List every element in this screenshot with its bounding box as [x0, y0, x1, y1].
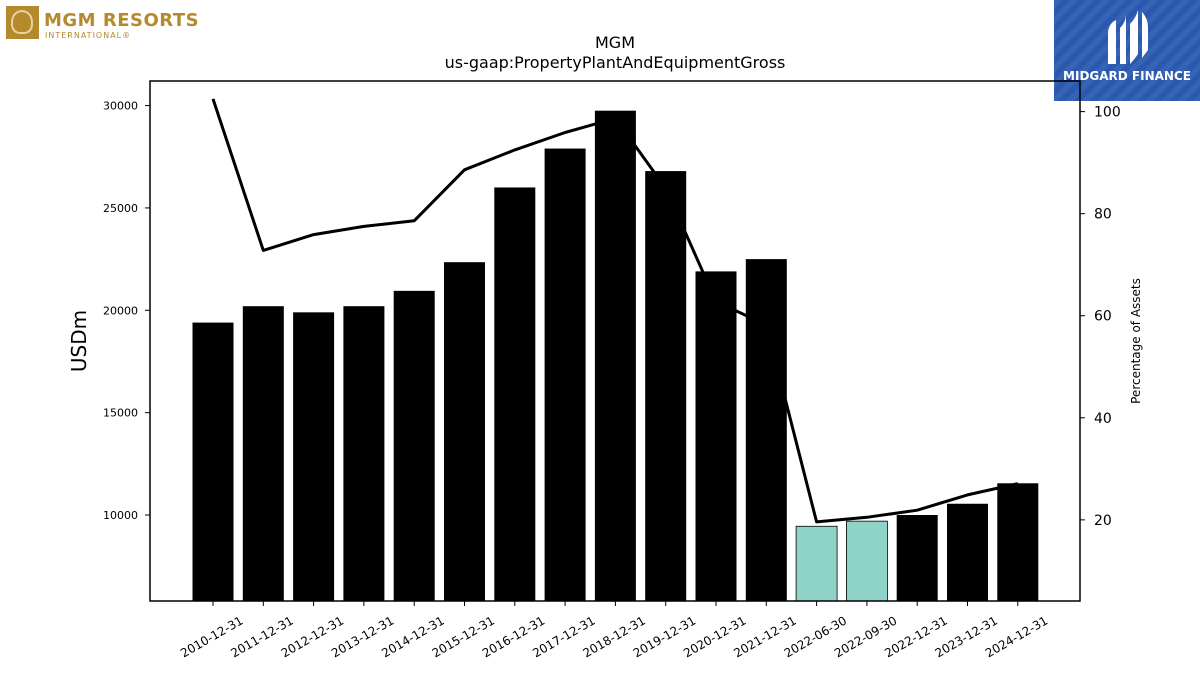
- bar-2013-12-31: [343, 306, 385, 601]
- bar-2014-12-31: [393, 290, 435, 601]
- y-tick-label: 20000: [103, 304, 138, 317]
- y2-axis-label: Percentage of Assets: [1129, 278, 1143, 404]
- bar-2022-09-30: [846, 520, 888, 602]
- y2-tick-label: 60: [1094, 309, 1112, 325]
- bar-2024-12-31: [997, 483, 1039, 601]
- y2-tick-label: 80: [1094, 207, 1112, 223]
- chart-title: MGM: [595, 33, 635, 52]
- bars-layer: [192, 110, 1039, 602]
- mgm-logo-subtitle: INTERNATIONAL®: [45, 31, 132, 40]
- bar-2017-12-31: [544, 148, 586, 601]
- line-layer: [211, 98, 1019, 524]
- bar-2018-12-31: [594, 110, 636, 602]
- bar-2010-12-31: [192, 322, 234, 601]
- bar-2012-12-31: [293, 312, 335, 601]
- mgm-resorts-logo: MGM RESORTS INTERNATIONAL®: [6, 6, 200, 42]
- midgard-m-icon: [1108, 10, 1148, 64]
- midgard-logo-name: MIDGARD FINANCE: [1063, 69, 1191, 83]
- bar-2023-12-31: [947, 503, 988, 601]
- bar-2011-12-31: [242, 306, 284, 601]
- percentage-of-assets-line: [211, 98, 1019, 524]
- y-tick-label: 25000: [103, 202, 138, 215]
- y-tick-label: 10000: [103, 509, 138, 522]
- bar-2020-12-31: [695, 271, 737, 601]
- bar-2022-12-31: [896, 515, 938, 601]
- bar-2021-12-31: [745, 259, 787, 601]
- y-axis-label: USDm: [67, 310, 91, 372]
- bar-2016-12-31: [494, 187, 536, 601]
- mgm-logo-name: MGM RESORTS: [44, 10, 200, 31]
- bar-2015-12-31: [444, 262, 485, 601]
- y2-tick-label: 20: [1094, 513, 1112, 529]
- bar-2022-06-30: [795, 525, 838, 602]
- y2-tick-label: 40: [1094, 411, 1112, 427]
- y-tick-label: 30000: [103, 100, 138, 113]
- midgard-finance-logo: MIDGARD FINANCE: [1054, 0, 1200, 101]
- mgm-lion-icon: [6, 6, 39, 39]
- chart-subtitle: us-gaap:PropertyPlantAndEquipmentGross: [445, 53, 786, 72]
- y-tick-label: 15000: [103, 407, 138, 420]
- bar-2019-12-31: [645, 171, 687, 601]
- y2-tick-label: 100: [1094, 105, 1121, 121]
